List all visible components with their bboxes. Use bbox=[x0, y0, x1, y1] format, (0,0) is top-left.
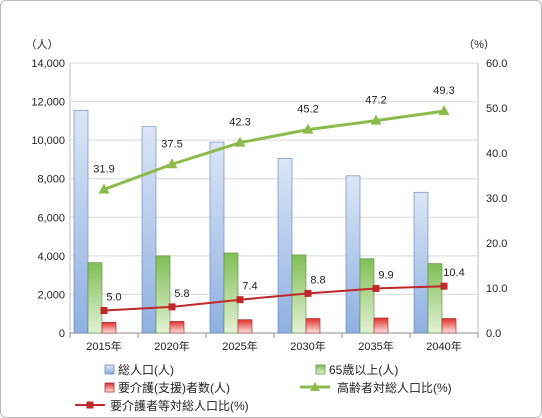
point-elderly-ratio bbox=[166, 158, 178, 169]
point-care-ratio bbox=[236, 296, 244, 304]
legend-marker-care-ratio bbox=[86, 401, 94, 409]
point-care-ratio bbox=[372, 284, 380, 292]
bar-elderly bbox=[155, 255, 171, 334]
x-tick-label: 2040年 bbox=[426, 339, 461, 353]
bars bbox=[73, 109, 457, 334]
x-tick-label: 2035年 bbox=[358, 339, 393, 353]
point-care-ratio bbox=[168, 303, 176, 311]
data-label-care-ratio: 5.0 bbox=[106, 292, 121, 304]
legend-item-care: 要介護(支援)者数(人) bbox=[104, 380, 230, 395]
legend-item-elderly: 65歳以上(人) bbox=[315, 363, 398, 377]
bar-population bbox=[73, 109, 89, 334]
legend-swatch-elderly bbox=[315, 364, 326, 375]
right-tick-label: 30.0 bbox=[486, 193, 507, 205]
data-label-elderly-ratio: 37.5 bbox=[161, 138, 182, 150]
left-tick-label: 0 bbox=[59, 328, 65, 340]
bar-care bbox=[237, 319, 253, 334]
point-elderly-ratio bbox=[234, 136, 246, 147]
x-tick-label: 2015年 bbox=[86, 339, 121, 353]
left-tick-label: 14,000 bbox=[31, 58, 65, 70]
left-tick-label: 12,000 bbox=[31, 97, 65, 109]
left-tick-label: 10,000 bbox=[31, 135, 65, 147]
gridlines bbox=[69, 62, 479, 338]
right-tick-label: 50.0 bbox=[486, 103, 507, 115]
bar-population bbox=[413, 191, 429, 334]
bar-population bbox=[345, 175, 361, 334]
x-tick-label: 2025年 bbox=[222, 339, 257, 353]
legend-swatch-care bbox=[104, 382, 115, 393]
point-elderly-ratio bbox=[302, 123, 314, 134]
x-tick-label: 2030年 bbox=[290, 339, 325, 353]
bar-elderly bbox=[87, 262, 103, 334]
right-axis-unit: （%） bbox=[463, 38, 495, 51]
bar-care bbox=[101, 322, 117, 334]
point-elderly-ratio bbox=[370, 114, 382, 125]
data-label-elderly-ratio: 47.2 bbox=[365, 95, 386, 107]
data-label-care-ratio: 5.8 bbox=[174, 288, 189, 300]
point-care-ratio bbox=[100, 307, 108, 314]
data-label-elderly-ratio: 49.3 bbox=[433, 85, 454, 97]
bar-care bbox=[441, 318, 457, 334]
bar-elderly bbox=[223, 252, 239, 334]
legend: 総人口(人) 65歳以上(人) 要介護(支援)者数(人) 高齢者対総人口比(%)… bbox=[75, 363, 452, 413]
data-labels: 31.9 37.5 42.3 45.2 47.2 49.3 5.0 5.8 7.4 8.8 9.9 1… bbox=[93, 85, 464, 303]
point-care-ratio bbox=[440, 282, 448, 290]
right-tick-label: 20.0 bbox=[486, 238, 507, 250]
line-elderly-ratio bbox=[103, 109, 445, 191]
data-label-care-ratio: 10.4 bbox=[443, 267, 464, 279]
point-elderly-ratio bbox=[98, 183, 110, 194]
legend-swatch-population bbox=[104, 364, 115, 375]
x-tick-label: 2020年 bbox=[154, 339, 189, 353]
bar-care bbox=[305, 318, 321, 334]
right-tick-label: 10.0 bbox=[486, 283, 507, 295]
legend-label-care-ratio: 要介護者等対総人口比(%) bbox=[110, 398, 249, 413]
left-tick-label: 4,000 bbox=[37, 251, 65, 263]
point-elderly-ratio bbox=[438, 105, 450, 116]
legend-item-care-ratio: 要介護者等対総人口比(%) bbox=[75, 398, 249, 413]
legend-item-elderly-ratio: 高齢者対総人口比(%) bbox=[300, 380, 452, 395]
right-axis-ticks: 0.0 10.0 20.0 30.0 40.0 50.0 60.0 bbox=[486, 58, 507, 340]
legend-label-elderly: 65歳以上(人) bbox=[329, 363, 398, 377]
lines bbox=[98, 105, 450, 314]
right-tick-label: 40.0 bbox=[486, 148, 507, 160]
bar-elderly bbox=[359, 258, 375, 334]
legend-label-elderly-ratio: 高齢者対総人口比(%) bbox=[337, 380, 452, 395]
bar-population bbox=[141, 126, 157, 334]
data-label-elderly-ratio: 42.3 bbox=[229, 117, 250, 129]
left-axis-unit: （人） bbox=[26, 38, 59, 51]
left-axis-ticks: 0 2,000 4,000 6,000 8,000 10,000 12,000 14,000 bbox=[31, 58, 65, 340]
data-label-elderly-ratio: 45.2 bbox=[297, 104, 318, 116]
line-care-ratio bbox=[103, 285, 445, 312]
left-tick-label: 6,000 bbox=[37, 212, 65, 224]
legend-label-care: 要介護(支援)者数(人) bbox=[118, 380, 230, 395]
x-axis-ticks: 2015年 2020年 2025年 2030年 2035年 2040年 bbox=[86, 339, 461, 353]
right-tick-label: 60.0 bbox=[486, 58, 507, 70]
legend-item-population: 総人口(人) bbox=[104, 363, 174, 377]
data-label-care-ratio: 9.9 bbox=[378, 269, 393, 281]
legend-label-population: 総人口(人) bbox=[118, 363, 174, 377]
right-tick-label: 0.0 bbox=[486, 328, 501, 340]
bar-population bbox=[209, 141, 225, 334]
bar-care bbox=[373, 317, 389, 334]
bar-population bbox=[277, 158, 293, 334]
legend-marker-elderly-ratio bbox=[310, 382, 320, 391]
bar-elderly bbox=[427, 263, 443, 334]
data-label-care-ratio: 7.4 bbox=[242, 281, 257, 293]
point-care-ratio bbox=[304, 289, 312, 297]
data-label-care-ratio: 8.8 bbox=[310, 274, 325, 286]
left-tick-label: 2,000 bbox=[37, 289, 65, 301]
bar-care bbox=[169, 321, 185, 334]
data-label-elderly-ratio: 31.9 bbox=[93, 163, 114, 175]
left-tick-label: 8,000 bbox=[37, 174, 65, 186]
